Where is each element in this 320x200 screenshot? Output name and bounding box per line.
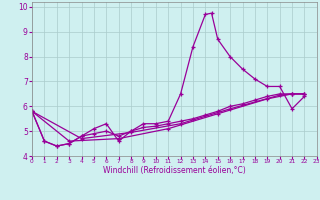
X-axis label: Windchill (Refroidissement éolien,°C): Windchill (Refroidissement éolien,°C) (103, 166, 246, 175)
